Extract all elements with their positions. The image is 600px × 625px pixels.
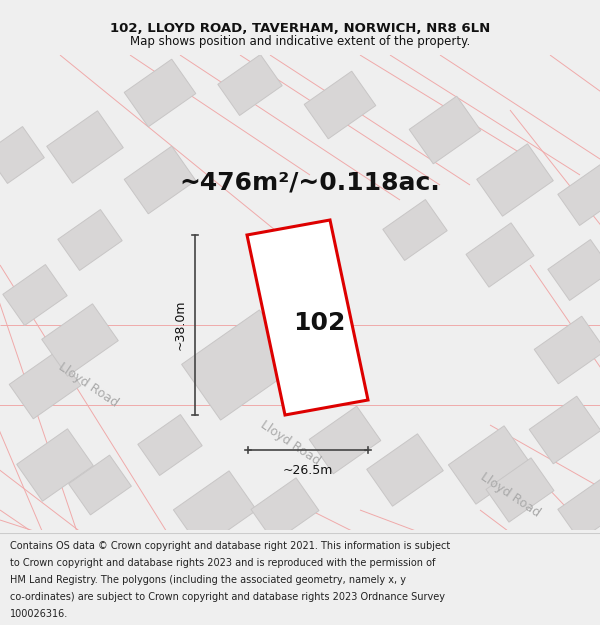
Polygon shape bbox=[9, 351, 81, 419]
Polygon shape bbox=[409, 96, 481, 164]
Polygon shape bbox=[47, 111, 123, 183]
Polygon shape bbox=[182, 310, 298, 420]
Text: Map shows position and indicative extent of the property.: Map shows position and indicative extent… bbox=[130, 35, 470, 48]
Text: HM Land Registry. The polygons (including the associated geometry, namely x, y: HM Land Registry. The polygons (includin… bbox=[10, 574, 406, 584]
Text: ~476m²/~0.118ac.: ~476m²/~0.118ac. bbox=[179, 171, 440, 195]
Polygon shape bbox=[173, 471, 257, 549]
Polygon shape bbox=[42, 304, 118, 376]
Polygon shape bbox=[448, 426, 532, 504]
Text: 102, LLOYD ROAD, TAVERHAM, NORWICH, NR8 6LN: 102, LLOYD ROAD, TAVERHAM, NORWICH, NR8 … bbox=[110, 22, 490, 36]
Polygon shape bbox=[58, 209, 122, 271]
Polygon shape bbox=[124, 59, 196, 127]
Polygon shape bbox=[309, 406, 381, 474]
Text: to Crown copyright and database rights 2023 and is reproduced with the permissio: to Crown copyright and database rights 2… bbox=[10, 558, 436, 568]
Polygon shape bbox=[558, 164, 600, 226]
Polygon shape bbox=[3, 264, 67, 326]
Polygon shape bbox=[0, 126, 44, 184]
Text: ~38.0m: ~38.0m bbox=[174, 300, 187, 350]
Polygon shape bbox=[68, 455, 131, 515]
Polygon shape bbox=[247, 220, 368, 415]
Polygon shape bbox=[304, 71, 376, 139]
Text: Lloyd Road: Lloyd Road bbox=[258, 418, 322, 468]
Text: Lloyd Road: Lloyd Road bbox=[56, 360, 120, 410]
Text: Lloyd Road: Lloyd Road bbox=[478, 470, 542, 520]
Polygon shape bbox=[367, 434, 443, 506]
Text: co-ordinates) are subject to Crown copyright and database rights 2023 Ordnance S: co-ordinates) are subject to Crown copyr… bbox=[10, 592, 445, 602]
Polygon shape bbox=[218, 54, 282, 116]
Polygon shape bbox=[529, 396, 600, 464]
Text: Contains OS data © Crown copyright and database right 2021. This information is : Contains OS data © Crown copyright and d… bbox=[10, 541, 451, 551]
Polygon shape bbox=[383, 199, 447, 261]
Polygon shape bbox=[138, 414, 202, 476]
Polygon shape bbox=[124, 146, 196, 214]
Polygon shape bbox=[477, 144, 553, 216]
Text: ~26.5m: ~26.5m bbox=[283, 464, 333, 477]
Polygon shape bbox=[534, 316, 600, 384]
Polygon shape bbox=[558, 479, 600, 541]
Text: 100026316.: 100026316. bbox=[10, 609, 68, 619]
Polygon shape bbox=[251, 478, 319, 542]
Polygon shape bbox=[486, 458, 554, 522]
Polygon shape bbox=[466, 223, 534, 287]
Text: 102: 102 bbox=[293, 311, 346, 334]
Polygon shape bbox=[17, 429, 93, 501]
Polygon shape bbox=[548, 239, 600, 301]
